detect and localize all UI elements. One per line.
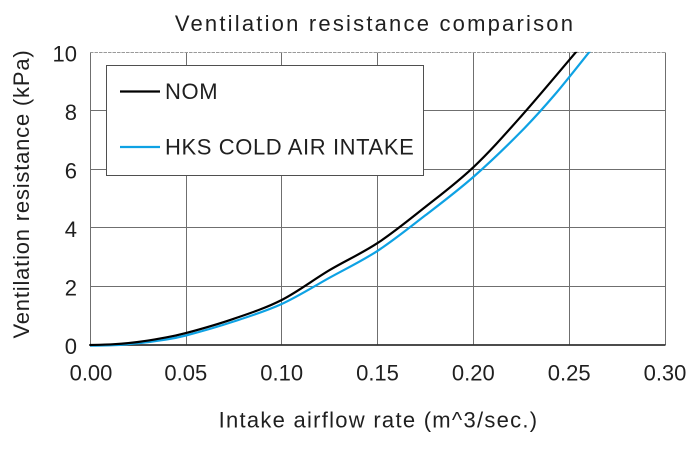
svg-text:0.00: 0.00 <box>70 361 113 386</box>
svg-text:0.25: 0.25 <box>548 361 591 386</box>
svg-text:Intake airflow rate (m^3/sec.): Intake airflow rate (m^3/sec.) <box>219 408 539 433</box>
svg-text:4: 4 <box>65 217 77 242</box>
svg-text:8: 8 <box>65 100 77 125</box>
svg-text:10: 10 <box>53 41 77 66</box>
svg-text:0: 0 <box>65 334 77 359</box>
svg-text:2: 2 <box>65 276 77 301</box>
svg-text:HKS COLD AIR INTAKE: HKS COLD AIR INTAKE <box>165 135 414 160</box>
svg-text:Ventilation resistance compari: Ventilation resistance comparison <box>175 11 575 36</box>
svg-text:0.10: 0.10 <box>260 361 303 386</box>
svg-text:0.30: 0.30 <box>644 361 687 386</box>
svg-text:0.05: 0.05 <box>164 361 207 386</box>
svg-text:0.15: 0.15 <box>356 361 399 386</box>
svg-text:NOM: NOM <box>165 79 218 104</box>
svg-text:Ventilation resistance (kPa): Ventilation resistance (kPa) <box>9 50 34 339</box>
svg-text:0.20: 0.20 <box>452 361 495 386</box>
svg-text:6: 6 <box>65 158 77 183</box>
